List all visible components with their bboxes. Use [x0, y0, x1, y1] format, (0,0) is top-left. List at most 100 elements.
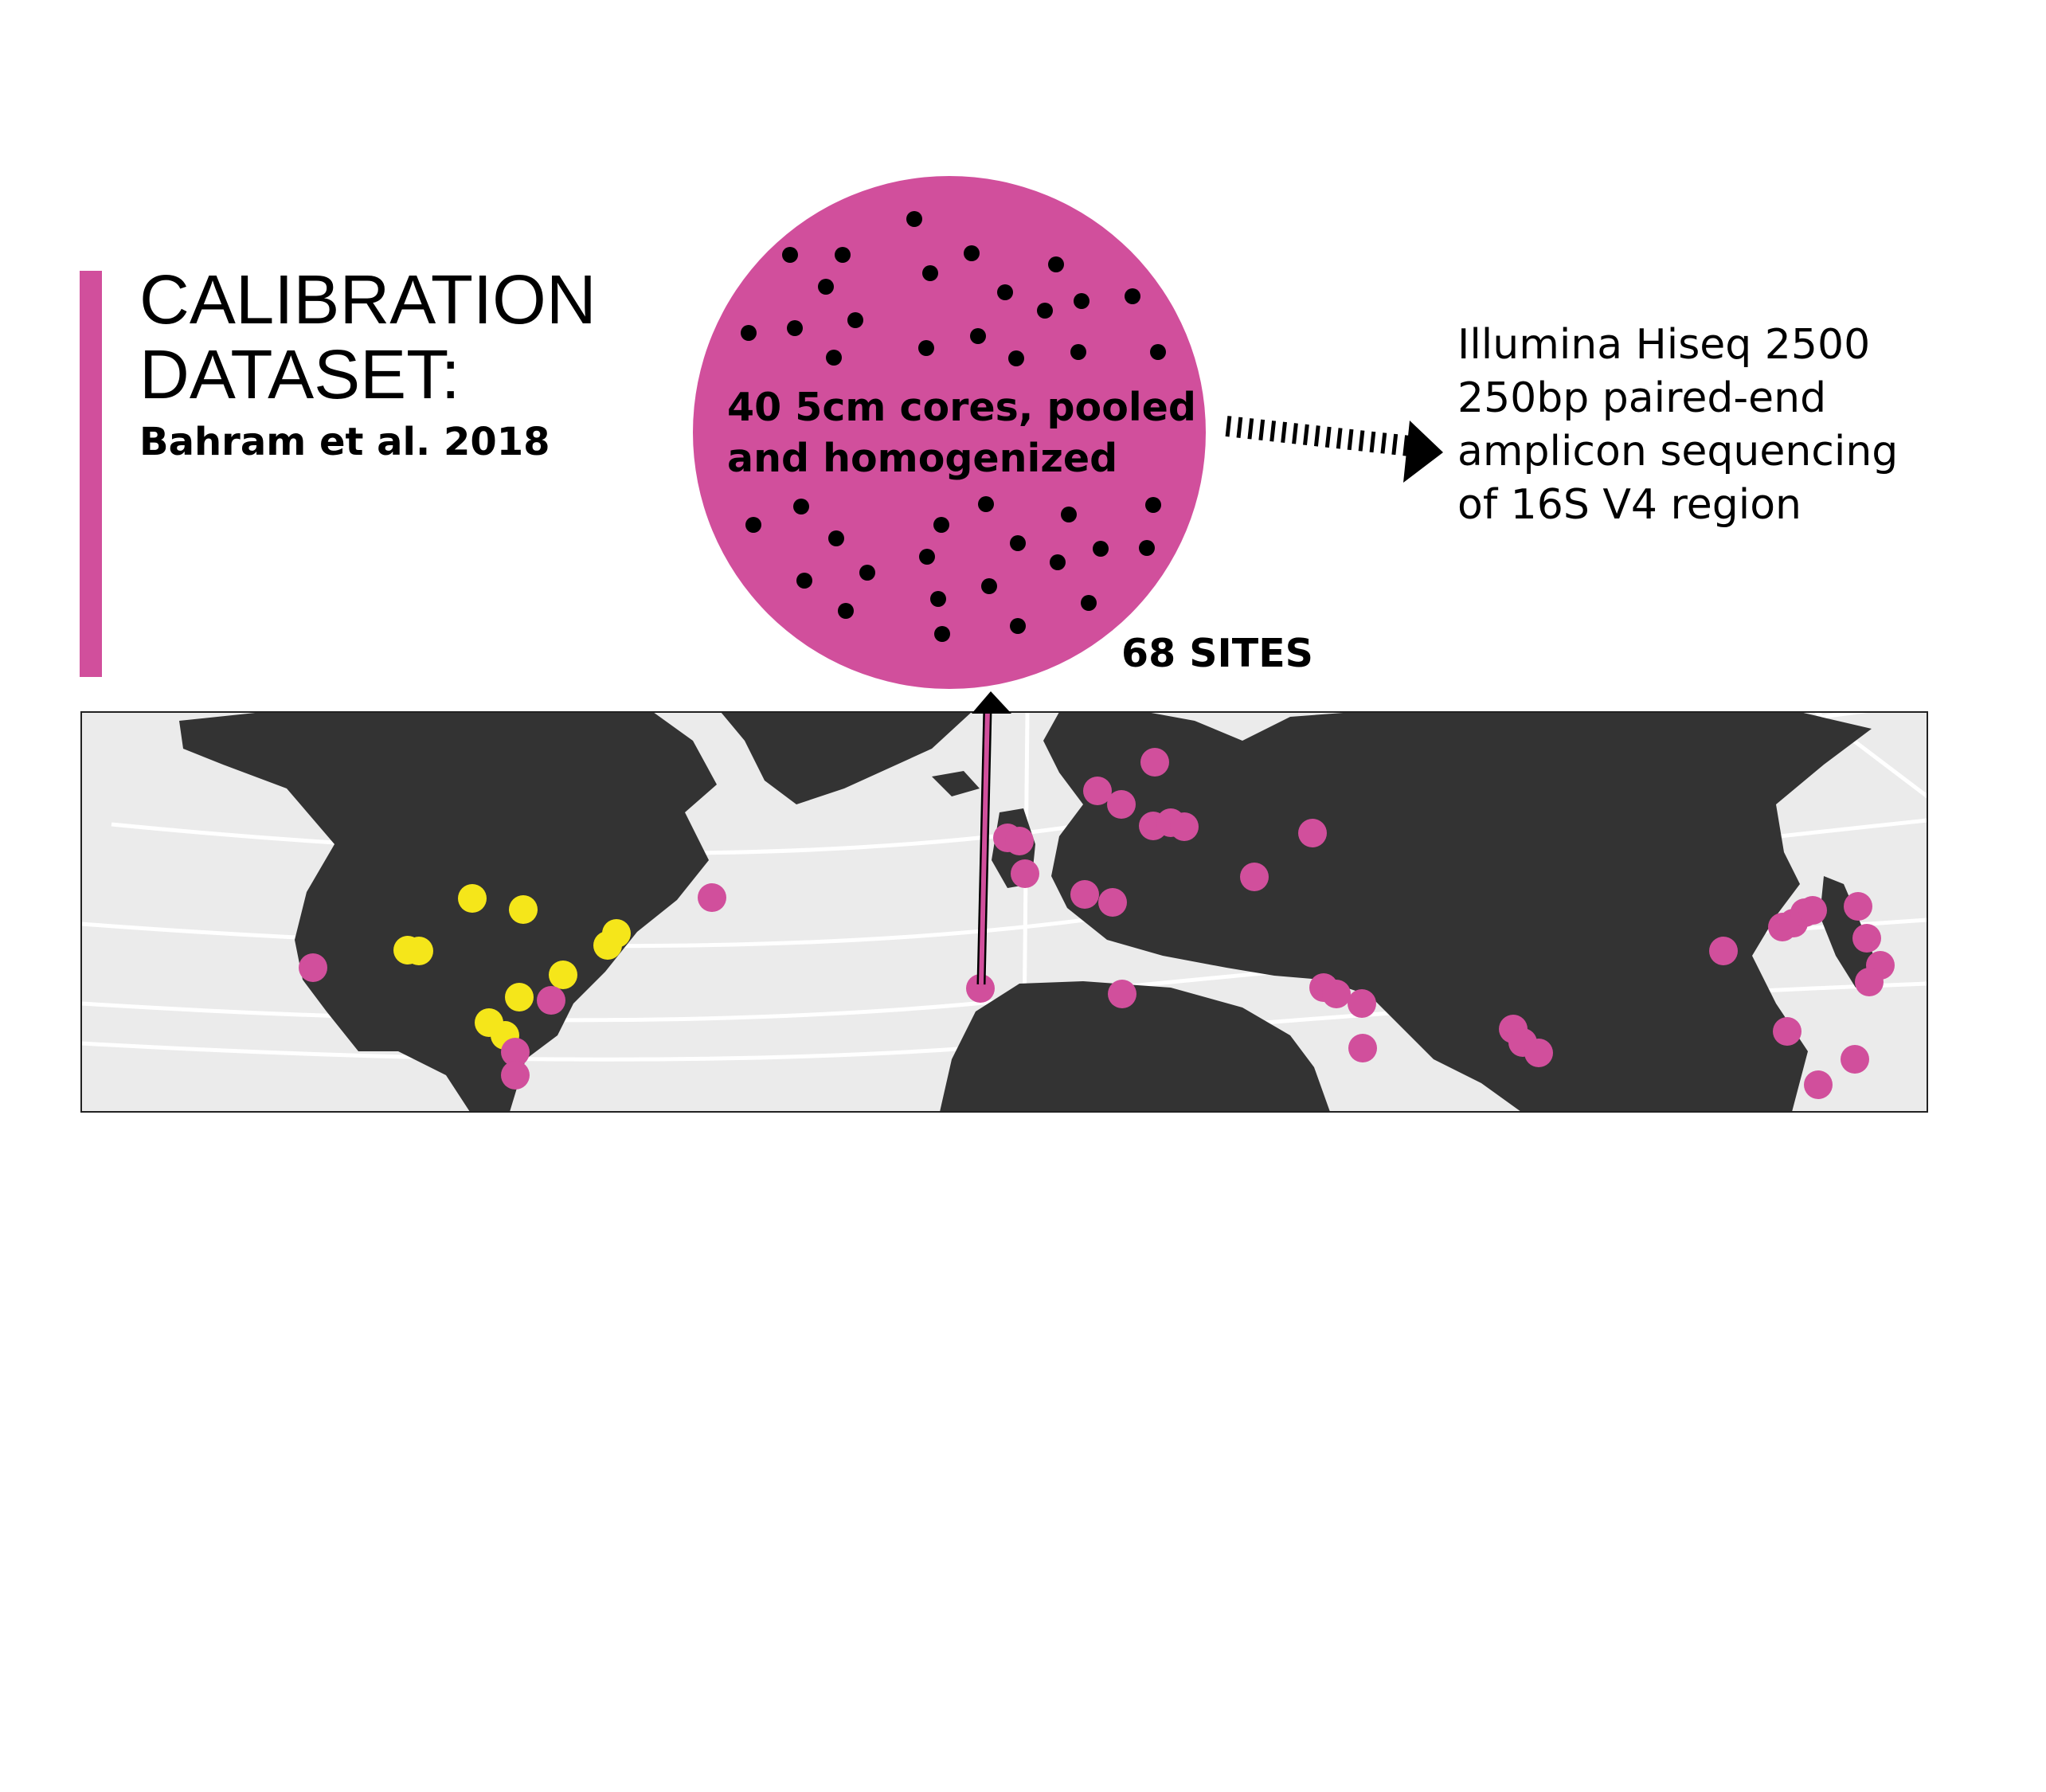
sample-description-line-2: and homogenized — [727, 436, 1118, 481]
landmass-japan — [1820, 876, 1880, 988]
sequencing-arrowhead — [1403, 421, 1443, 483]
core-dot — [818, 279, 834, 295]
core-dot — [796, 573, 812, 589]
sequencing-arrow — [1225, 416, 1443, 483]
core-dot — [787, 320, 803, 336]
core-dot — [1048, 256, 1064, 272]
core-dot — [782, 247, 798, 263]
site-marker-secondary — [405, 937, 433, 965]
site-marker — [1524, 1039, 1553, 1067]
sequencing-line-4: of 16S V4 region — [1457, 481, 1801, 529]
site-marker — [537, 986, 565, 1015]
core-dot — [1150, 344, 1166, 360]
core-dot — [1145, 497, 1161, 513]
landmass-north-america — [179, 712, 717, 1112]
site-markers — [299, 748, 1895, 1099]
sequencing-arrow-shaft — [1225, 416, 1411, 456]
connector-line — [979, 708, 990, 985]
site-marker — [1348, 989, 1376, 1018]
site-marker — [1107, 790, 1136, 819]
site-marker — [1140, 748, 1169, 777]
connector-arrowhead — [972, 691, 1011, 714]
site-marker — [501, 1038, 530, 1066]
core-dot — [828, 530, 844, 546]
core-dot — [922, 265, 938, 281]
core-dot — [964, 245, 980, 261]
sequencing-line-1: Illumina Hiseq 2500 — [1457, 321, 1871, 369]
core-dot — [847, 312, 863, 328]
core-dot — [918, 340, 934, 356]
site-marker — [1011, 859, 1039, 888]
core-dot — [978, 496, 994, 512]
core-dot — [997, 284, 1013, 300]
landmass-africa — [940, 981, 1330, 1112]
site-marker — [299, 953, 327, 982]
core-dot — [1074, 293, 1090, 309]
site-marker — [1083, 777, 1112, 805]
site-marker-secondary — [458, 884, 487, 913]
landmass-greenland — [721, 712, 972, 804]
site-marker — [1240, 863, 1269, 891]
sites-count-label: 68 SITES — [1121, 631, 1313, 676]
site-marker — [1804, 1070, 1833, 1099]
soil-core-dots — [741, 211, 1166, 642]
site-marker — [698, 883, 726, 912]
site-marker — [1170, 812, 1199, 841]
core-dot — [1050, 554, 1066, 570]
core-dot — [970, 328, 986, 344]
core-dot — [1093, 541, 1109, 557]
core-dot — [1139, 540, 1155, 556]
title-line-1: CALIBRATION — [139, 261, 597, 338]
core-dot — [835, 247, 851, 263]
site-marker — [1322, 980, 1351, 1008]
sequencing-line-2: 250bp paired-end — [1457, 374, 1827, 422]
core-dot — [859, 565, 875, 581]
core-dot — [1125, 288, 1140, 304]
site-marker — [501, 1061, 530, 1090]
core-dot — [906, 211, 922, 227]
site-marker — [1798, 896, 1827, 925]
core-dot — [981, 578, 997, 594]
site-marker — [1098, 888, 1127, 917]
site-marker-secondary — [509, 895, 538, 924]
core-dot — [793, 499, 809, 515]
site-marker — [1844, 892, 1872, 921]
core-dot — [741, 325, 757, 341]
site-marker-secondary — [505, 983, 534, 1011]
map-land — [179, 712, 1880, 1112]
sample-description-line-1: 40 5cm cores, pooled — [727, 385, 1196, 430]
site-marker — [1773, 1017, 1801, 1046]
site-marker-secondary — [602, 919, 631, 948]
citation: Bahram et al. 2018 — [139, 420, 550, 464]
core-dot — [838, 603, 854, 619]
title-block: CALIBRATION DATASET: Bahram et al. 2018 — [139, 263, 597, 467]
site-marker — [966, 974, 995, 1003]
site-marker — [1855, 968, 1884, 996]
core-dot — [1037, 303, 1053, 319]
core-dot — [1010, 535, 1026, 551]
site-marker — [1709, 937, 1738, 965]
site-marker-secondary — [549, 961, 577, 989]
core-dot — [1008, 350, 1024, 366]
site-marker — [1841, 1045, 1869, 1074]
core-dot — [934, 626, 950, 642]
core-dot — [930, 591, 946, 607]
site-marker — [1348, 1034, 1377, 1062]
core-dot — [1070, 344, 1086, 360]
connector-arrow — [972, 691, 1011, 985]
core-dot — [933, 517, 949, 533]
core-dot — [1061, 507, 1077, 522]
world-map — [80, 711, 1928, 1113]
accent-bar — [80, 271, 102, 677]
sample-description: 40 5cm cores, pooled and homogenized — [727, 382, 1205, 484]
landmass-eurasia — [1043, 712, 1872, 1112]
core-dot — [1081, 595, 1097, 611]
site-marker — [1298, 819, 1327, 847]
landmass-iceland — [932, 771, 980, 796]
core-dot — [745, 517, 761, 533]
sequencing-description: Illumina Hiseq 2500 250bp paired-end amp… — [1457, 319, 1898, 532]
core-dot — [1010, 618, 1026, 634]
site-marker — [1108, 980, 1136, 1008]
site-marker — [1852, 924, 1881, 953]
